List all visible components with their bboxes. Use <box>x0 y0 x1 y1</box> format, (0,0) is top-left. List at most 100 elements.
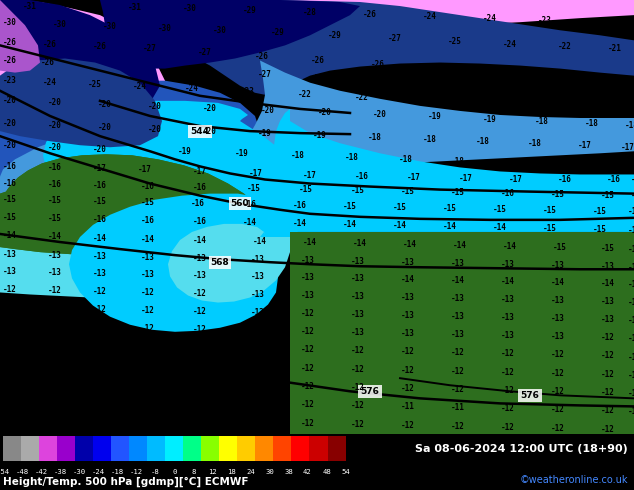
Text: -12: -12 <box>93 323 107 332</box>
Text: -12: -12 <box>93 360 107 368</box>
Text: -12: -12 <box>130 469 143 475</box>
Text: -26: -26 <box>368 78 382 87</box>
Text: -15: -15 <box>543 206 557 215</box>
Text: -16: -16 <box>3 179 17 188</box>
Text: -22: -22 <box>593 18 607 26</box>
Polygon shape <box>0 154 260 434</box>
Polygon shape <box>69 194 278 332</box>
Text: -15: -15 <box>551 190 565 199</box>
Text: -12: -12 <box>451 367 465 376</box>
Text: -30: -30 <box>158 24 172 33</box>
Polygon shape <box>0 0 40 73</box>
Text: -12: -12 <box>48 322 62 331</box>
Text: 48: 48 <box>322 469 331 475</box>
Text: -15: -15 <box>543 224 557 233</box>
Text: -30: -30 <box>53 20 67 29</box>
Text: -15: -15 <box>628 245 634 254</box>
Text: -20: -20 <box>373 110 387 120</box>
Text: -13: -13 <box>301 291 315 300</box>
Text: -15: -15 <box>48 214 62 223</box>
Text: -26: -26 <box>41 58 55 67</box>
Text: -17: -17 <box>501 159 515 168</box>
Text: -16: -16 <box>141 182 155 191</box>
Text: -15: -15 <box>628 207 634 216</box>
Text: -12: -12 <box>351 365 365 373</box>
Text: -31: -31 <box>73 1 87 11</box>
Text: -12: -12 <box>93 415 107 424</box>
Text: -28: -28 <box>303 8 317 17</box>
Text: -26: -26 <box>3 56 17 65</box>
Text: -13: -13 <box>3 267 17 276</box>
Text: -12: -12 <box>193 380 207 389</box>
Polygon shape <box>248 109 634 232</box>
Polygon shape <box>0 191 268 298</box>
Text: 0: 0 <box>172 469 176 475</box>
Text: -24: -24 <box>185 84 199 93</box>
Text: -14: -14 <box>141 235 155 244</box>
Text: -13: -13 <box>401 329 415 338</box>
Text: -15: -15 <box>299 185 313 194</box>
Text: -14: -14 <box>253 237 267 245</box>
Text: -13: -13 <box>401 311 415 320</box>
Text: -20: -20 <box>48 121 62 129</box>
Text: -15: -15 <box>601 191 615 200</box>
Text: -12: -12 <box>401 384 415 393</box>
Text: -16: -16 <box>191 199 205 208</box>
Text: -14: -14 <box>451 276 465 285</box>
Text: -15: -15 <box>628 226 634 235</box>
Text: 24: 24 <box>246 469 255 475</box>
Text: -12: -12 <box>93 305 107 314</box>
Bar <box>309 437 328 461</box>
Text: -20: -20 <box>3 119 17 127</box>
Text: -12: -12 <box>501 349 515 359</box>
Polygon shape <box>238 60 634 192</box>
Text: -12: -12 <box>141 324 155 333</box>
Text: -17: -17 <box>93 164 107 173</box>
Text: -18: -18 <box>368 133 382 142</box>
Bar <box>292 437 309 461</box>
Text: -21: -21 <box>585 92 599 101</box>
Text: -20: -20 <box>203 104 217 113</box>
Text: -12: -12 <box>3 340 17 348</box>
Text: -12: -12 <box>193 417 207 426</box>
Text: -17: -17 <box>509 175 523 184</box>
Text: -14: -14 <box>403 240 417 248</box>
Text: -22: -22 <box>298 90 312 99</box>
Text: -20: -20 <box>48 98 62 107</box>
Text: -12: -12 <box>48 395 62 404</box>
Text: -12: -12 <box>551 424 565 433</box>
Text: -24: -24 <box>423 12 437 21</box>
Text: -12: -12 <box>141 288 155 297</box>
Text: -12: -12 <box>141 343 155 351</box>
Text: -12: -12 <box>551 350 565 360</box>
Bar <box>39 437 57 461</box>
Text: -14: -14 <box>393 221 407 230</box>
Bar <box>237 437 256 461</box>
Text: -17: -17 <box>407 173 421 182</box>
Text: -12: -12 <box>551 387 565 396</box>
Text: -29: -29 <box>243 5 257 15</box>
Text: 42: 42 <box>303 469 312 475</box>
Text: -24: -24 <box>503 40 517 49</box>
Text: -22: -22 <box>465 99 479 108</box>
Text: -12: -12 <box>93 342 107 350</box>
Text: -17: -17 <box>631 165 634 174</box>
Text: -26: -26 <box>43 40 57 49</box>
Text: -18: -18 <box>625 121 634 129</box>
Bar <box>183 437 202 461</box>
Text: -12: -12 <box>141 306 155 315</box>
Text: 568: 568 <box>210 258 230 267</box>
Text: -18: -18 <box>585 119 599 127</box>
Text: -20: -20 <box>261 106 275 116</box>
Text: -23: -23 <box>538 16 552 24</box>
Text: -13: -13 <box>601 315 615 324</box>
Text: -23: -23 <box>3 76 17 85</box>
Polygon shape <box>0 58 162 147</box>
Text: -27: -27 <box>198 48 212 57</box>
Text: 576: 576 <box>521 391 540 400</box>
Text: -12: -12 <box>3 376 17 385</box>
Text: -12: -12 <box>193 307 207 316</box>
Text: -20: -20 <box>93 145 107 154</box>
Text: -18: -18 <box>399 155 413 164</box>
Text: -20: -20 <box>148 124 162 134</box>
